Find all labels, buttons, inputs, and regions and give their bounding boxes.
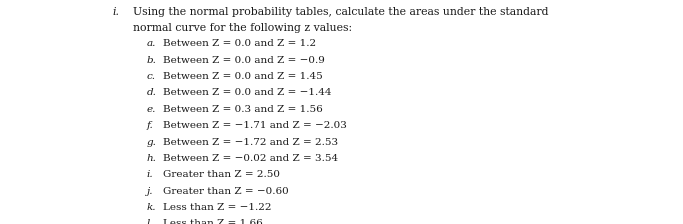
Text: normal curve for the following z values:: normal curve for the following z values:	[133, 23, 352, 33]
Text: f.: f.	[147, 121, 154, 130]
Text: c.: c.	[147, 72, 156, 81]
Text: Between Z = −1.72 and Z = 2.53: Between Z = −1.72 and Z = 2.53	[163, 138, 337, 146]
Text: Using the normal probability tables, calculate the areas under the standard: Using the normal probability tables, cal…	[133, 7, 548, 17]
Text: Between Z = 0.0 and Z = 1.2: Between Z = 0.0 and Z = 1.2	[163, 39, 316, 48]
Text: Between Z = 0.0 and Z = −0.9: Between Z = 0.0 and Z = −0.9	[163, 56, 324, 65]
Text: k.: k.	[147, 203, 156, 212]
Text: b.: b.	[147, 56, 156, 65]
Text: Less than Z = −1.22: Less than Z = −1.22	[163, 203, 271, 212]
Text: Between Z = 0.3 and Z = 1.56: Between Z = 0.3 and Z = 1.56	[163, 105, 322, 114]
Text: h.: h.	[147, 154, 156, 163]
Text: Greater than Z = −0.60: Greater than Z = −0.60	[163, 187, 288, 196]
Text: a.: a.	[147, 39, 156, 48]
Text: i.: i.	[113, 7, 120, 17]
Text: g.: g.	[147, 138, 156, 146]
Text: l.: l.	[147, 219, 154, 224]
Text: Between Z = 0.0 and Z = 1.45: Between Z = 0.0 and Z = 1.45	[163, 72, 322, 81]
Text: Between Z = 0.0 and Z = −1.44: Between Z = 0.0 and Z = −1.44	[163, 88, 331, 97]
Text: e.: e.	[147, 105, 156, 114]
Text: Between Z = −0.02 and Z = 3.54: Between Z = −0.02 and Z = 3.54	[163, 154, 337, 163]
Text: Greater than Z = 2.50: Greater than Z = 2.50	[163, 170, 279, 179]
Text: j.: j.	[147, 187, 154, 196]
Text: Less than Z = 1.66: Less than Z = 1.66	[163, 219, 262, 224]
Text: Between Z = −1.71 and Z = −2.03: Between Z = −1.71 and Z = −2.03	[163, 121, 346, 130]
Text: d.: d.	[147, 88, 156, 97]
Text: i.: i.	[147, 170, 154, 179]
